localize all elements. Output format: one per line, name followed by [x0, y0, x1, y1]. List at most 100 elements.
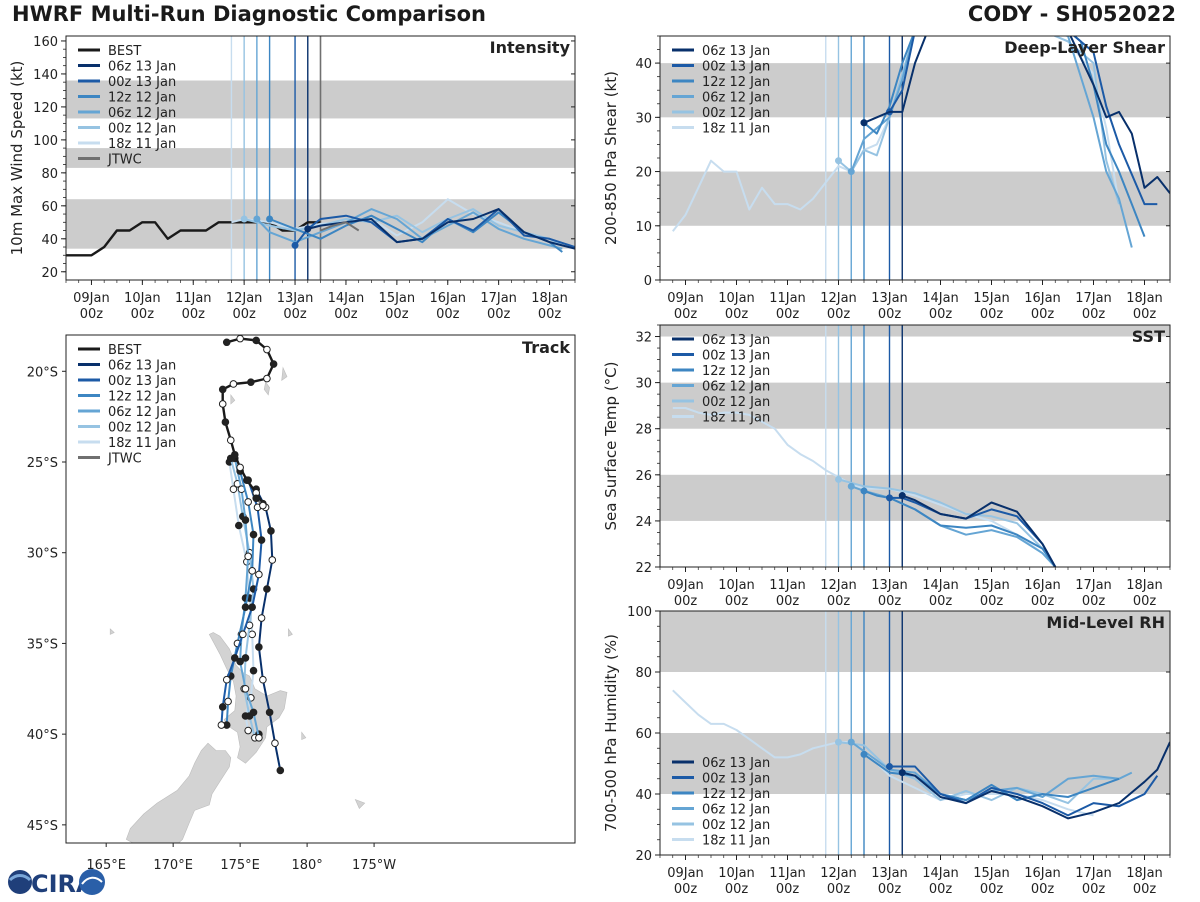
track-legend-label-06z-13-jan: 06z 13 Jan	[108, 359, 176, 374]
sst-legend-label-00z-13-jan: 00z 13 Jan	[702, 349, 770, 364]
sst-xtick-day: 09Jan	[667, 578, 704, 593]
logo-badge-icon	[79, 869, 105, 895]
intensity-xtick-day: 18Jan	[531, 291, 568, 306]
rh-init-marker-12z-12-jan	[860, 750, 868, 758]
page-title: HWRF Multi-Run Diagnostic Comparison	[12, 2, 487, 26]
track-point-18z-11-jan	[234, 521, 243, 530]
shear-xtick-hour: 00z	[725, 307, 749, 322]
track-point-06z-13-jan	[263, 585, 271, 593]
rh-ylabel: 700-500 hPa Humidity (%)	[602, 634, 620, 832]
track-xtick-label: 175°W	[352, 858, 396, 873]
track-ytick-label: 30°S	[27, 547, 58, 562]
track-panel: 165°E 170°E 175°E 180° 175°W 20°S 25°S 30°S 35°S…	[27, 334, 576, 873]
rh-xtick-day: 18Jan	[1126, 866, 1163, 881]
intensity-xtick-hour: 00z	[182, 307, 206, 322]
track-ytick-label: 35°S	[27, 637, 58, 652]
sst-ytick-label: 26	[635, 469, 652, 484]
track-point-06z-13-jan	[259, 675, 267, 684]
intensity-xtick-hour: 00z	[538, 307, 562, 322]
shear-series-12z-12-jan	[863, 36, 1146, 237]
rh-init-marker-00z-13-jan	[886, 763, 893, 771]
intensity-init-marker-00z-12-jan	[240, 215, 248, 223]
rh-plot-area	[660, 611, 1170, 855]
intensity-xtick-day: 13Jan	[277, 291, 314, 306]
track-legend-label-00z-13-jan: 00z 13 Jan	[108, 374, 176, 389]
track-point-best	[247, 378, 255, 386]
shear-xtick-hour: 00z	[980, 307, 1004, 322]
shear-series-06z-12-jan	[850, 36, 1133, 248]
rh-series-06z-13-jan	[902, 741, 1170, 820]
rh-xtick-hour: 00z	[1031, 882, 1055, 897]
shear-xtick-day: 16Jan	[1024, 291, 1061, 306]
sst-xtick-day: 14Jan	[922, 578, 959, 593]
sst-xtick-day: 10Jan	[718, 578, 755, 593]
intensity-legend-label-06z-12-jan: 06z 12 Jan	[108, 106, 176, 121]
track-point-18z-11-jan	[229, 485, 238, 494]
rh-xtick-hour: 00z	[929, 882, 953, 897]
track-point-06z-13-jan	[255, 643, 263, 651]
shear-init-marker-00z-12-jan	[835, 157, 842, 165]
sst-legend-label-18z-11-jan: 18z 11 Jan	[702, 411, 770, 426]
shear-xtick-hour: 00z	[674, 307, 698, 322]
rh-legend-label-06z-13-jan: 06z 13 Jan	[702, 756, 770, 771]
intensity-xtick-day: 14Jan	[328, 291, 365, 306]
track-point-00z-13-jan	[230, 654, 239, 662]
sst-panel: 22242628303209Jan00z10Jan00z11Jan00z12Ja…	[602, 324, 1171, 609]
track-point-best	[243, 476, 251, 484]
sst-ytick-label: 30	[635, 377, 652, 392]
sst-ytick-label: 24	[635, 515, 652, 530]
small-island-3	[288, 627, 293, 637]
rh-legend-label-06z-12-jan: 06z 12 Jan	[702, 803, 770, 818]
track-point-06z-12-jan	[244, 552, 252, 561]
track-point-12z-12-jan	[224, 697, 232, 706]
rh-xtick-day: 11Jan	[769, 866, 806, 881]
sst-legend-label-12z-12-jan: 12z 12 Jan	[702, 364, 770, 379]
intensity-xtick-day: 17Jan	[480, 291, 517, 306]
track-point-best	[263, 345, 271, 354]
shear-xtick-day: 11Jan	[769, 291, 806, 306]
shear-xtick-hour: 00z	[1082, 307, 1106, 322]
rh-ytick-label: 100	[627, 605, 652, 620]
track-point-06z-12-jan	[249, 708, 258, 717]
sst-xtick-hour: 00z	[674, 594, 698, 609]
track-legend-label-18z-11-jan: 18z 11 Jan	[108, 436, 176, 451]
track-point-best	[263, 374, 271, 383]
rh-series-00z-13-jan	[889, 765, 1159, 817]
sst-series-00z-12-jan	[838, 478, 1057, 567]
sst-init-marker-00z-12-jan	[835, 475, 842, 483]
sst-xtick-hour: 00z	[1031, 594, 1055, 609]
sst-series-12z-12-jan	[863, 489, 1057, 567]
sst-xtick-hour: 00z	[1082, 594, 1106, 609]
rh-legend-label-00z-12-jan: 00z 12 Jan	[702, 818, 770, 833]
track-point-00z-13-jan	[257, 536, 266, 544]
storm-id: CODY - SH052022	[967, 2, 1176, 26]
shear-legend-label-00z-13-jan: 00z 13 Jan	[702, 60, 770, 75]
rh-xtick-day: 16Jan	[1024, 866, 1061, 881]
shear-legend-label-00z-12-jan: 00z 12 Jan	[702, 106, 770, 121]
track-point-06z-13-jan	[268, 556, 277, 564]
rh-init-marker-00z-12-jan	[835, 738, 842, 746]
intensity-xtick-day: 16Jan	[429, 291, 466, 306]
track-xtick-label: 165°E	[86, 858, 126, 873]
intensity-legend-label-12z-12-jan: 12z 12 Jan	[108, 91, 176, 106]
intensity-xtick-hour: 00z	[131, 307, 155, 322]
intensity-ytick-label: 160	[33, 35, 58, 50]
track-point-06z-13-jan	[265, 708, 274, 717]
rh-xtick-day: 12Jan	[820, 866, 857, 881]
shear-ytick-label: 0	[644, 274, 652, 289]
track-point-12z-12-jan	[241, 603, 250, 611]
sst-xtick-hour: 00z	[827, 594, 851, 609]
track-legend-label-best: BEST	[108, 343, 141, 358]
track-point-best	[236, 335, 244, 343]
shear-ytick-label: 20	[635, 166, 652, 181]
track-point-best	[236, 463, 244, 472]
sst-init-marker-06z-12-jan	[847, 482, 855, 490]
sst-legend-label-00z-12-jan: 00z 12 Jan	[702, 395, 770, 410]
intensity-init-marker-06z-12-jan	[253, 215, 261, 223]
rh-panel-title: Mid-Level RH	[1046, 613, 1165, 632]
rh-band-1	[660, 611, 1170, 672]
rh-legend-label-12z-12-jan: 12z 12 Jan	[702, 787, 770, 802]
sst-xtick-hour: 00z	[1133, 594, 1157, 609]
sst-ytick-label: 28	[635, 423, 652, 438]
track-panel-title: Track	[522, 338, 570, 357]
